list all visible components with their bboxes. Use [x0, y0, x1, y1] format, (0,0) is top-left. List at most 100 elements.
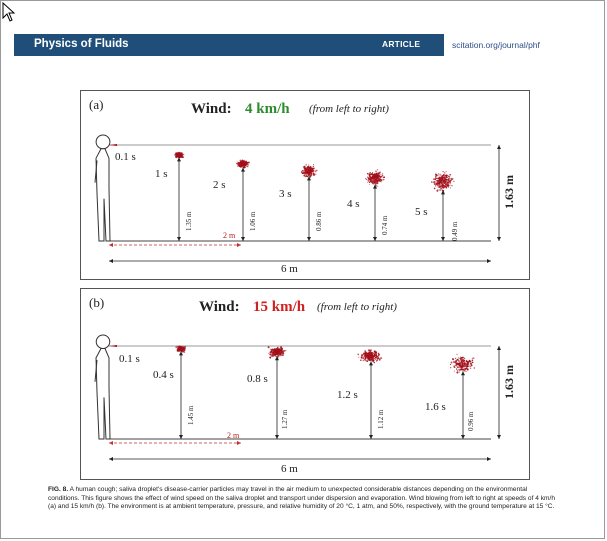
- droplet: [463, 359, 465, 362]
- droplet: [282, 352, 284, 354]
- droplet: [313, 167, 315, 169]
- droplet: [437, 186, 440, 188]
- droplet: [377, 357, 380, 360]
- journal-url-link[interactable]: scitation.org/journal/phf: [444, 34, 594, 56]
- two-meter-marker-head-right: [237, 441, 241, 445]
- droplet: [178, 349, 181, 352]
- droplet: [375, 352, 377, 354]
- droplet: [378, 358, 381, 361]
- cloud-time: 0.4 s: [153, 369, 174, 381]
- wind-speed: 15 km/h: [253, 299, 306, 315]
- droplet: [269, 356, 272, 359]
- cloud-height-arrow-head-top: [177, 157, 181, 162]
- droplet: [275, 352, 277, 355]
- droplet: [364, 354, 366, 357]
- droplet: [306, 174, 308, 176]
- droplet: [178, 348, 180, 350]
- droplet: [309, 172, 312, 174]
- droplet: [368, 181, 371, 184]
- droplet: [372, 355, 374, 357]
- cough-jet: [109, 144, 117, 146]
- droplet: [306, 172, 309, 175]
- droplet: [182, 351, 184, 353]
- droplet: [434, 175, 437, 178]
- droplet: [180, 156, 182, 158]
- droplet: [313, 172, 315, 175]
- droplet: [376, 179, 378, 181]
- droplet: [367, 181, 369, 183]
- droplet: [176, 154, 178, 156]
- droplet: [449, 184, 451, 186]
- panel-label: (a): [89, 97, 104, 112]
- droplet: [179, 155, 182, 157]
- height-label: 1.12 m: [377, 409, 385, 429]
- droplet: [448, 186, 450, 188]
- droplet: [365, 177, 366, 179]
- droplet: [470, 363, 473, 365]
- droplet: [239, 166, 241, 168]
- droplet: [439, 189, 442, 191]
- droplet: [471, 357, 473, 359]
- droplet: [371, 359, 374, 362]
- droplet: [441, 184, 443, 185]
- marker-distance: 2 m: [223, 231, 236, 240]
- droplet: [367, 176, 369, 178]
- droplet: [438, 175, 440, 177]
- droplet: [316, 169, 318, 172]
- droplet: [246, 161, 249, 164]
- droplet: [467, 361, 469, 364]
- droplet: [446, 185, 448, 187]
- cloud-time: 5 s: [415, 206, 428, 218]
- droplet: [240, 160, 242, 162]
- droplet: [437, 177, 439, 179]
- droplet: [435, 172, 437, 174]
- droplet: [381, 179, 383, 181]
- droplet: [373, 182, 375, 185]
- person-head: [95, 334, 111, 350]
- two-meter-marker-head-left: [109, 243, 113, 247]
- droplet: [306, 170, 308, 171]
- droplet: [369, 354, 372, 357]
- droplet: [237, 163, 239, 166]
- droplet: [374, 174, 376, 177]
- droplet-cloud: [236, 159, 250, 169]
- cloud-time: 1 s: [155, 168, 168, 180]
- journal-name[interactable]: Physics of Fluids: [34, 38, 129, 50]
- droplet: [462, 368, 464, 371]
- droplet-cloud: [267, 346, 287, 359]
- cloud-height-arrow-head-bottom: [307, 237, 311, 241]
- total-distance: 6 m: [281, 263, 298, 275]
- cloud-time: 0.8 s: [247, 373, 268, 385]
- droplet: [281, 349, 283, 351]
- droplet: [378, 181, 380, 183]
- height-label: 1.06 m: [249, 211, 257, 231]
- droplet-cloud: [357, 349, 383, 364]
- droplet: [374, 355, 376, 357]
- droplet: [303, 167, 306, 169]
- droplet: [374, 351, 376, 353]
- droplet: [175, 153, 178, 155]
- droplet: [382, 178, 385, 181]
- droplet: [377, 352, 380, 355]
- droplet: [441, 175, 443, 177]
- wind-speed: 4 km/h: [245, 101, 290, 117]
- droplet: [374, 356, 376, 358]
- person-height: 1.63 m: [502, 175, 516, 209]
- droplet: [179, 152, 182, 155]
- six-meter-marker-head-left: [109, 259, 113, 263]
- droplet: [465, 361, 467, 363]
- droplet: [376, 174, 379, 177]
- droplet: [180, 346, 183, 349]
- droplet: [370, 349, 372, 351]
- droplet: [371, 182, 374, 184]
- droplet: [473, 367, 476, 369]
- droplet: [304, 171, 305, 173]
- droplet: [300, 171, 303, 173]
- release-time: 0.1 s: [119, 353, 140, 365]
- droplet: [437, 175, 439, 177]
- droplet: [381, 176, 383, 178]
- droplet: [368, 349, 370, 351]
- droplet: [376, 169, 379, 171]
- droplet: [370, 352, 372, 355]
- droplet: [376, 357, 378, 359]
